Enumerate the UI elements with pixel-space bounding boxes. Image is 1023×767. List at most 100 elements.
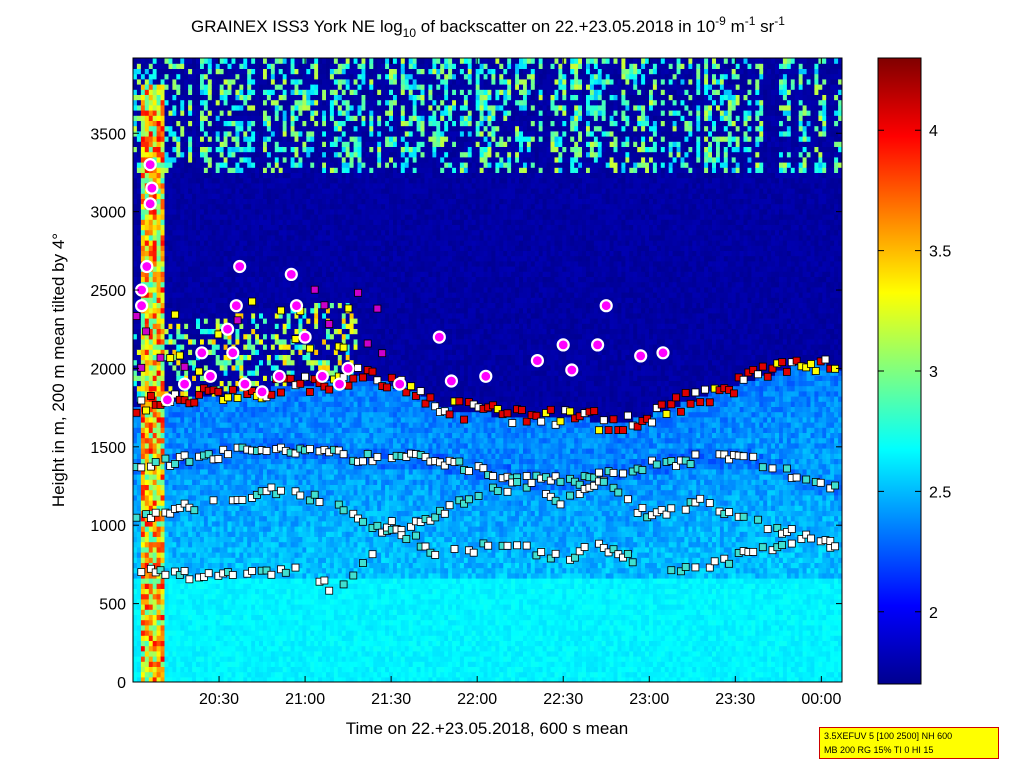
- heatmap-cell: [133, 162, 138, 168]
- heatmap-cell: [165, 438, 170, 444]
- heatmap-cell: [208, 516, 213, 522]
- heatmap-cell: [220, 126, 225, 132]
- heatmap-cell: [291, 578, 296, 584]
- heatmap-cell: [176, 599, 181, 605]
- heatmap-cell: [145, 230, 150, 236]
- heatmap-cell: [180, 323, 185, 329]
- heatmap-cell: [169, 240, 174, 246]
- heatmap-cell: [161, 604, 166, 610]
- heatmap-cell: [157, 79, 162, 85]
- heatmap-cell: [165, 157, 170, 163]
- heatmap-cell: [157, 552, 162, 558]
- heatmap-cell: [220, 302, 225, 308]
- heatmap-cell: [184, 74, 189, 80]
- heatmap-cell: [133, 193, 138, 199]
- heatmap-cell: [224, 360, 229, 366]
- heatmap-cell: [172, 105, 177, 111]
- heatmap-cell: [204, 282, 209, 288]
- heatmap-cell: [291, 354, 296, 360]
- heatmap-cell: [263, 297, 268, 303]
- heatmap-cell: [283, 432, 288, 438]
- heatmap-cell: [267, 458, 272, 464]
- heatmap-cell: [161, 344, 166, 350]
- heatmap-cell: [196, 661, 201, 667]
- heatmap-cell: [208, 126, 213, 132]
- heatmap-cell: [149, 370, 154, 376]
- heatmap-cell: [263, 100, 268, 106]
- heatmap-cell: [165, 178, 170, 184]
- heatmap-cell: [247, 656, 252, 662]
- heatmap-cell: [239, 594, 244, 600]
- heatmap-cell: [149, 152, 154, 158]
- heatmap-cell: [271, 271, 276, 277]
- heatmap-cell: [133, 365, 138, 371]
- heatmap-cell: [255, 339, 260, 345]
- heatmap-cell: [176, 120, 181, 126]
- heatmap-cell: [220, 349, 225, 355]
- heatmap-cell: [153, 105, 158, 111]
- heatmap-cell: [141, 625, 146, 631]
- heatmap-cell: [200, 562, 205, 568]
- heatmap-cell: [251, 219, 256, 225]
- heatmap-cell: [200, 58, 205, 64]
- heatmap-cell: [184, 84, 189, 90]
- heatmap-cell: [161, 422, 166, 428]
- heatmap-cell: [153, 297, 158, 303]
- heatmap-cell: [212, 354, 217, 360]
- heatmap-cell: [157, 469, 162, 475]
- heatmap-cell: [184, 656, 189, 662]
- heatmap-cell: [141, 453, 146, 459]
- heatmap-cell: [208, 490, 213, 496]
- heatmap-cell: [267, 406, 272, 412]
- heatmap-cell: [243, 63, 248, 69]
- heatmap-cell: [157, 370, 162, 376]
- heatmap-cell: [247, 209, 252, 215]
- heatmap-cell: [133, 536, 138, 542]
- heatmap-cell: [196, 646, 201, 652]
- heatmap-cell: [224, 490, 229, 496]
- heatmap-cell: [216, 536, 221, 542]
- heatmap-cell: [220, 666, 225, 672]
- heatmap-cell: [259, 167, 264, 173]
- heatmap-cell: [200, 500, 205, 506]
- heatmap-cell: [153, 349, 158, 355]
- heatmap-cell: [200, 89, 205, 95]
- heatmap-cell: [251, 640, 256, 646]
- heatmap-cell: [247, 412, 252, 418]
- heatmap-cell: [232, 557, 237, 563]
- heatmap-cell: [220, 542, 225, 548]
- heatmap-cell: [224, 464, 229, 470]
- heatmap-cell: [295, 583, 300, 589]
- heatmap-cell: [228, 380, 233, 386]
- heatmap-cell: [137, 167, 142, 173]
- heatmap-cell: [161, 588, 166, 594]
- heatmap-cell: [137, 604, 142, 610]
- heatmap-cell: [243, 328, 248, 334]
- heatmap-cell: [220, 500, 225, 506]
- heatmap-cell: [283, 323, 288, 329]
- heatmap-cell: [192, 115, 197, 121]
- heatmap-cell: [275, 245, 280, 251]
- heatmap-cell: [291, 536, 296, 542]
- heatmap-cell: [255, 578, 260, 584]
- heatmap-cell: [192, 339, 197, 345]
- heatmap-cell: [287, 505, 292, 511]
- heatmap-cell: [251, 193, 256, 199]
- heatmap-cell: [176, 547, 181, 553]
- heatmap-cell: [224, 557, 229, 563]
- heatmap-cell: [196, 635, 201, 641]
- heatmap-cell: [204, 339, 209, 345]
- heatmap-cell: [161, 323, 166, 329]
- heatmap-cell: [184, 245, 189, 251]
- heatmap-cell: [247, 219, 252, 225]
- heatmap-cell: [243, 464, 248, 470]
- heatmap-cell: [279, 469, 284, 475]
- heatmap-cell: [149, 479, 154, 485]
- heatmap-cell: [172, 58, 177, 64]
- heatmap-cell: [287, 614, 292, 620]
- heatmap-cell: [188, 100, 193, 106]
- heatmap-cell: [255, 609, 260, 615]
- heatmap-cell: [228, 183, 233, 189]
- heatmap-cell: [216, 193, 221, 199]
- heatmap-cell: [251, 620, 256, 626]
